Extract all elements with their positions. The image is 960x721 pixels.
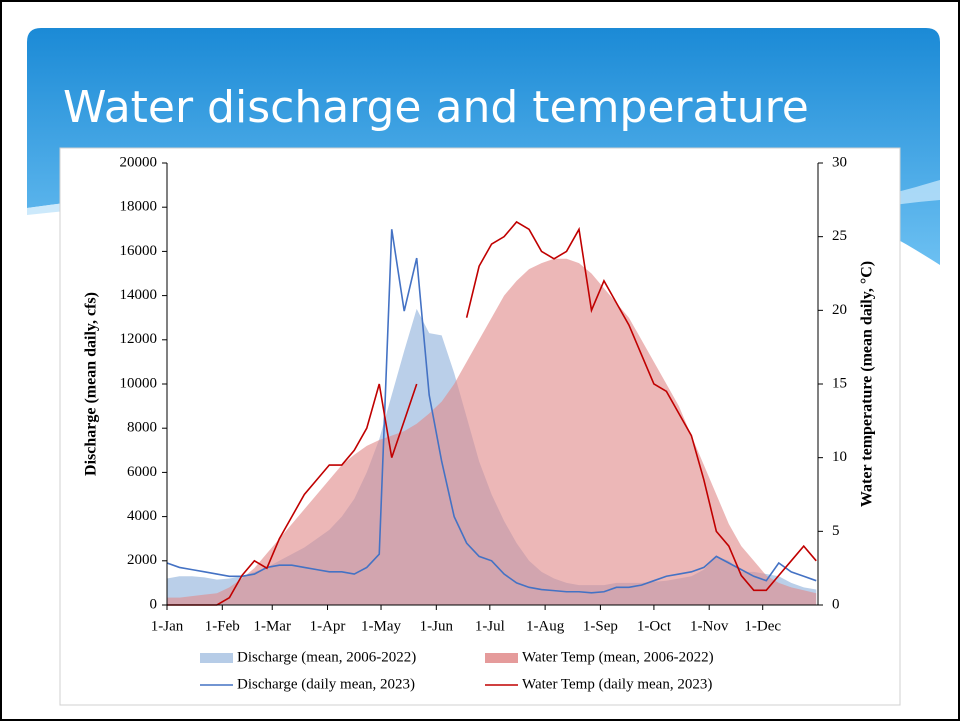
legend-label: Discharge (mean, 2006-2022) [237, 649, 416, 665]
line [166, 229, 817, 594]
y-tick-label: 4000 [127, 508, 157, 524]
legend-swatch [200, 653, 233, 663]
x-tick-label: 1-Jan [151, 618, 184, 634]
y-tick-label: 12000 [120, 331, 158, 347]
y2-tick-label: 20 [832, 302, 847, 318]
y2-tick-label: 25 [832, 228, 847, 244]
x-tick-label: 1-Dec [744, 618, 781, 634]
y-tick-label: 18000 [120, 199, 158, 215]
y2-axis-label: Water temperature (mean daily, °C) [859, 261, 876, 507]
slide-title: Water discharge and temperature [63, 82, 809, 133]
x-tick-label: 1-Sep [583, 618, 618, 634]
y2-tick-label: 10 [832, 449, 847, 465]
x-tick-label: 1-Nov [690, 618, 729, 634]
header-band [27, 28, 940, 265]
y-tick-label: 6000 [127, 464, 157, 480]
y-tick-label: 10000 [120, 375, 158, 391]
y-tick-label: 20000 [120, 154, 158, 170]
x-tick-label: 1-Oct [637, 618, 672, 634]
y2-tick-label: 30 [832, 154, 847, 170]
y-tick-label: 2000 [127, 552, 157, 568]
x-tick-label: 1-Jul [475, 618, 505, 634]
x-tick-label: 1-May [361, 618, 401, 634]
y-axis-label: Discharge (mean daily, cfs) [83, 292, 100, 476]
y2-tick-label: 15 [832, 375, 847, 391]
legend-label: Discharge (daily mean, 2023) [237, 676, 415, 692]
y-tick-label: 8000 [127, 420, 157, 436]
x-tick-label: 1-Feb [205, 618, 240, 634]
legend-swatch [485, 653, 518, 663]
legend-label: Water Temp (daily mean, 2023) [522, 676, 712, 692]
x-tick-label: 1-Jun [420, 618, 454, 634]
y-tick-label: 14000 [120, 287, 158, 303]
x-tick-label: 1-Aug [526, 618, 565, 634]
x-tick-label: 1-Apr [310, 618, 346, 634]
area [167, 258, 817, 605]
y-tick-label: 16000 [120, 243, 158, 259]
y2-tick-label: 5 [832, 523, 840, 539]
x-tick-label: 1-Mar [253, 618, 291, 634]
y2-tick-label: 0 [832, 596, 840, 612]
legend-label: Water Temp (mean, 2006-2022) [522, 649, 714, 665]
y-tick-label: 0 [150, 596, 158, 612]
